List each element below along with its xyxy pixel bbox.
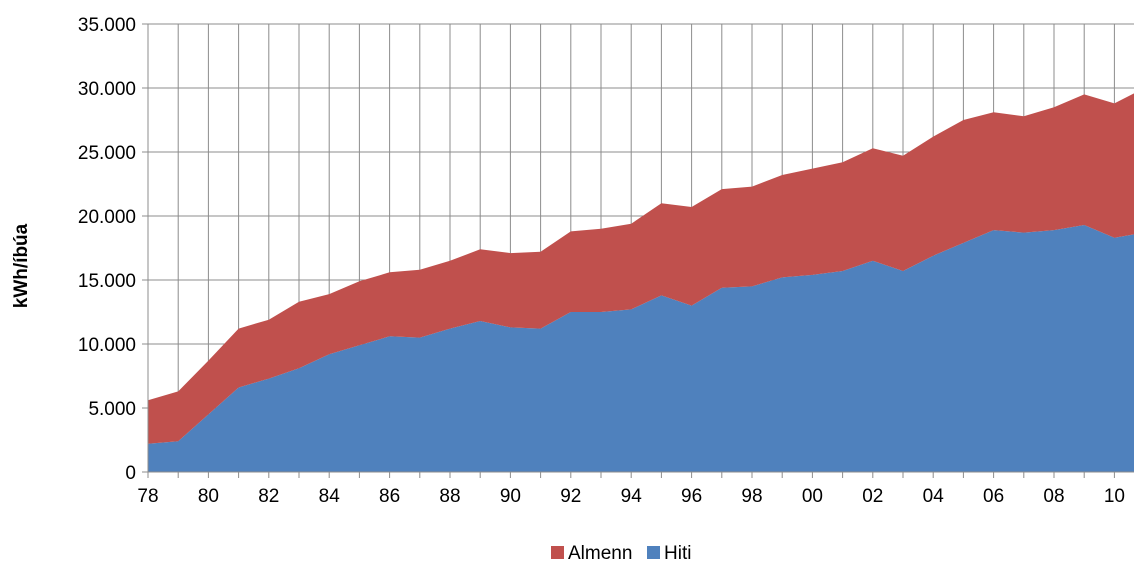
axes	[142, 23, 1134, 478]
x-tick-label: 78	[137, 486, 158, 507]
y-tick-label: 10.000	[78, 335, 136, 356]
x-tick-label: 94	[621, 486, 643, 507]
x-tick-label: 98	[741, 486, 762, 507]
y-tick-label: 15.000	[78, 271, 136, 292]
area-series	[148, 93, 1134, 472]
x-tick-label: 92	[560, 486, 581, 507]
y-tick-label: 0	[125, 463, 136, 484]
x-tick-label: 96	[681, 486, 702, 507]
area-hiti	[148, 225, 1134, 472]
x-tick-label: 08	[1043, 486, 1064, 507]
y-tick-label: 25.000	[78, 143, 136, 164]
x-tick-label: 82	[258, 486, 279, 507]
legend: Almenn Hiti	[551, 543, 691, 564]
x-tick-label: 02	[862, 486, 883, 507]
area-almenn	[148, 93, 1134, 444]
x-tick-label: 90	[500, 486, 521, 507]
x-tick-label: 84	[319, 486, 341, 507]
legend-swatch-hiti	[647, 546, 660, 559]
x-tick-label: 86	[379, 486, 400, 507]
x-tick-label: 04	[923, 486, 945, 507]
y-tick-label: 35.000	[78, 15, 136, 36]
y-tick-label: 30.000	[78, 79, 136, 100]
x-tick-label: 00	[802, 486, 823, 507]
x-tick-label: 80	[198, 486, 219, 507]
x-tick-labels: 78 80 82 84 86 88 90 92 94 96 98 00 02 04 06 08 10	[137, 486, 1125, 507]
y-tick-labels: 0 5.000 10.000 15.000 20.000 25.000 30.000 35.0…	[78, 15, 136, 484]
y-tick-label: 5.000	[88, 399, 136, 420]
legend-label-hiti: Hiti	[664, 543, 691, 564]
x-tick-label: 88	[439, 486, 460, 507]
y-tick-label: 20.000	[78, 207, 136, 228]
y-axis-title: kWh/íbúa	[11, 223, 32, 308]
x-tick-label: 06	[983, 486, 1004, 507]
x-tick-label: 10	[1104, 486, 1125, 507]
legend-label-almenn: Almenn	[568, 543, 632, 564]
legend-swatch-almenn	[551, 546, 564, 559]
